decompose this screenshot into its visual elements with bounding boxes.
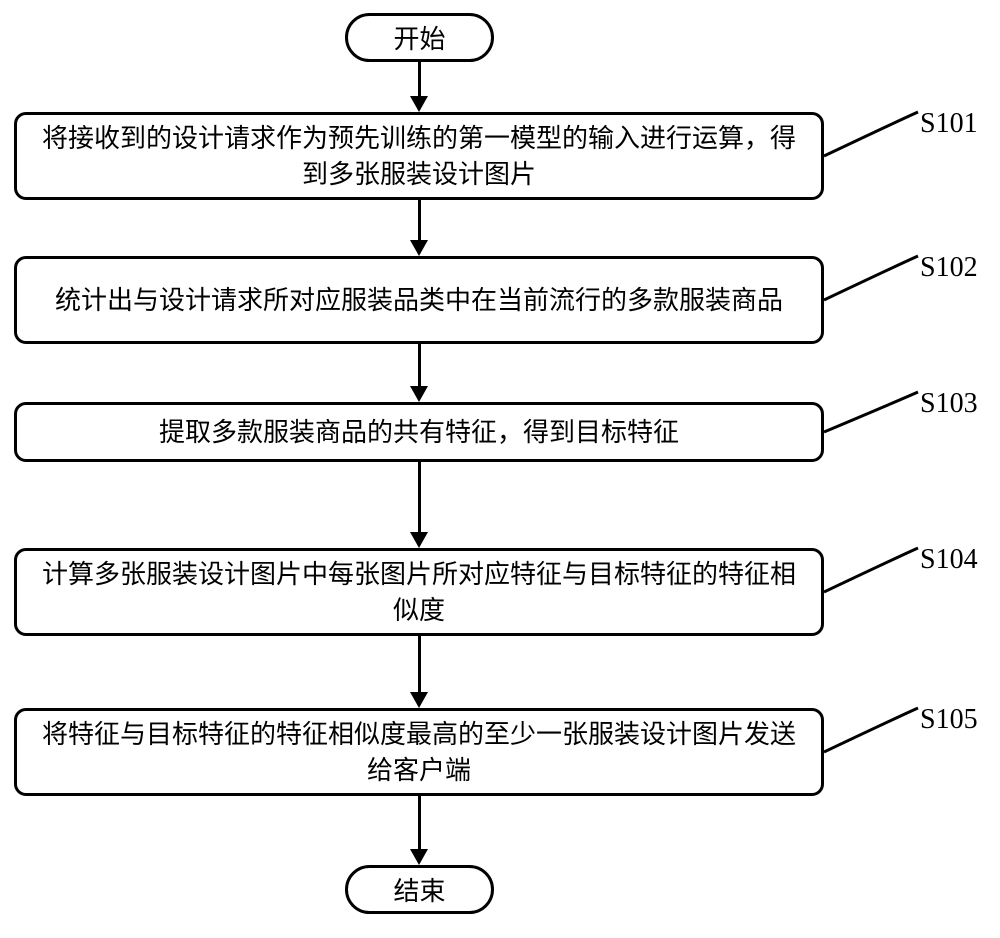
process-text: 计算多张服装设计图片中每张图片所对应特征与目标特征的特征相似度 [35,556,803,629]
arrow-head-5 [410,849,428,865]
leader-S105 [819,703,923,757]
process-step-S103: 提取多款服装商品的共有特征，得到目标特征 [14,402,824,462]
arrow-head-3 [410,532,428,548]
process-step-S105: 将特征与目标特征的特征相似度最高的至少一张服装设计图片发送给客户端 [14,708,824,796]
end-terminator: 结束 [345,865,494,914]
leader-S104 [819,543,923,597]
end-label: 结束 [393,871,445,908]
leader-S103 [819,387,923,437]
step-label-S103: S103 [920,388,978,420]
arrow-line-0 [418,62,421,96]
arrow-head-4 [410,692,428,708]
process-text: 统计出与设计请求所对应服装品类中在当前流行的多款服装商品 [55,282,783,318]
step-label-S104: S104 [920,544,978,576]
arrow-line-4 [418,636,421,692]
start-terminator: 开始 [345,13,494,62]
step-label-S105: S105 [920,704,978,736]
process-step-S104: 计算多张服装设计图片中每张图片所对应特征与目标特征的特征相似度 [14,548,824,636]
arrow-line-2 [418,344,421,386]
start-label: 开始 [393,19,445,56]
process-step-S101: 将接收到的设计请求作为预先训练的第一模型的输入进行运算，得到多张服装设计图片 [14,112,824,200]
arrow-head-0 [410,96,428,112]
step-label-S102: S102 [920,252,978,284]
leader-S102 [819,251,923,305]
process-text: 将特征与目标特征的特征相似度最高的至少一张服装设计图片发送给客户端 [35,716,803,789]
arrow-head-1 [410,240,428,256]
arrow-line-1 [418,200,421,240]
process-text: 将接收到的设计请求作为预先训练的第一模型的输入进行运算，得到多张服装设计图片 [35,120,803,193]
arrow-head-2 [410,386,428,402]
process-step-S102: 统计出与设计请求所对应服装品类中在当前流行的多款服装商品 [14,256,824,344]
arrow-line-3 [418,462,421,532]
leader-S101 [819,107,923,161]
step-label-S101: S101 [920,108,978,140]
process-text: 提取多款服装商品的共有特征，得到目标特征 [159,414,679,450]
arrow-line-5 [418,796,421,849]
